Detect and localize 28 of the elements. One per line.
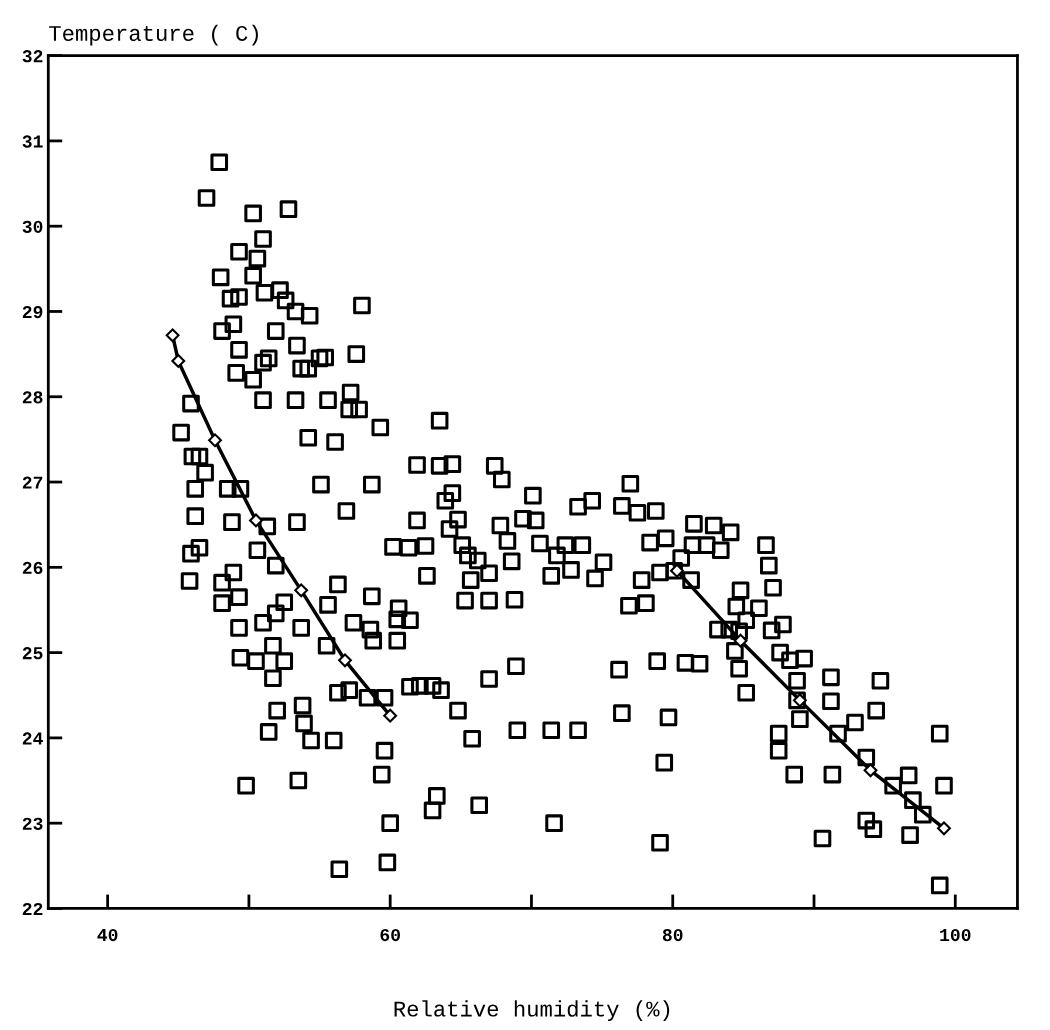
point	[338, 653, 352, 668]
point	[792, 693, 807, 708]
y-tick-label: 22	[22, 902, 43, 915]
y-tick-label: 31	[22, 135, 43, 148]
y-tick-label: 27	[22, 476, 43, 489]
y-tick-label: 32	[22, 50, 43, 63]
point	[383, 708, 398, 723]
x-tick-label: 40	[97, 928, 118, 942]
point	[733, 633, 748, 648]
y-tick-label: 28	[22, 391, 43, 404]
y-tick-label: 26	[22, 561, 43, 575]
y-tick-label: 23	[22, 817, 43, 830]
point	[937, 821, 951, 836]
y-tick-label: 25	[22, 647, 43, 660]
point	[249, 513, 263, 528]
x-axis-title: Relative humidity (%)	[394, 1000, 670, 1022]
x-tick-label: 80	[662, 928, 683, 942]
point	[863, 763, 878, 778]
x-tick-label: 60	[380, 928, 400, 942]
y-tick-label: 30	[22, 220, 43, 233]
point	[171, 354, 186, 368]
point	[165, 328, 180, 343]
y-tick-label: 29	[22, 305, 43, 319]
x-tick-label: 100	[940, 928, 971, 942]
y-tick-label: 24	[22, 732, 43, 745]
point	[294, 583, 309, 598]
point	[208, 433, 222, 448]
y-axis-title: Temperature ( C)	[49, 24, 258, 46]
